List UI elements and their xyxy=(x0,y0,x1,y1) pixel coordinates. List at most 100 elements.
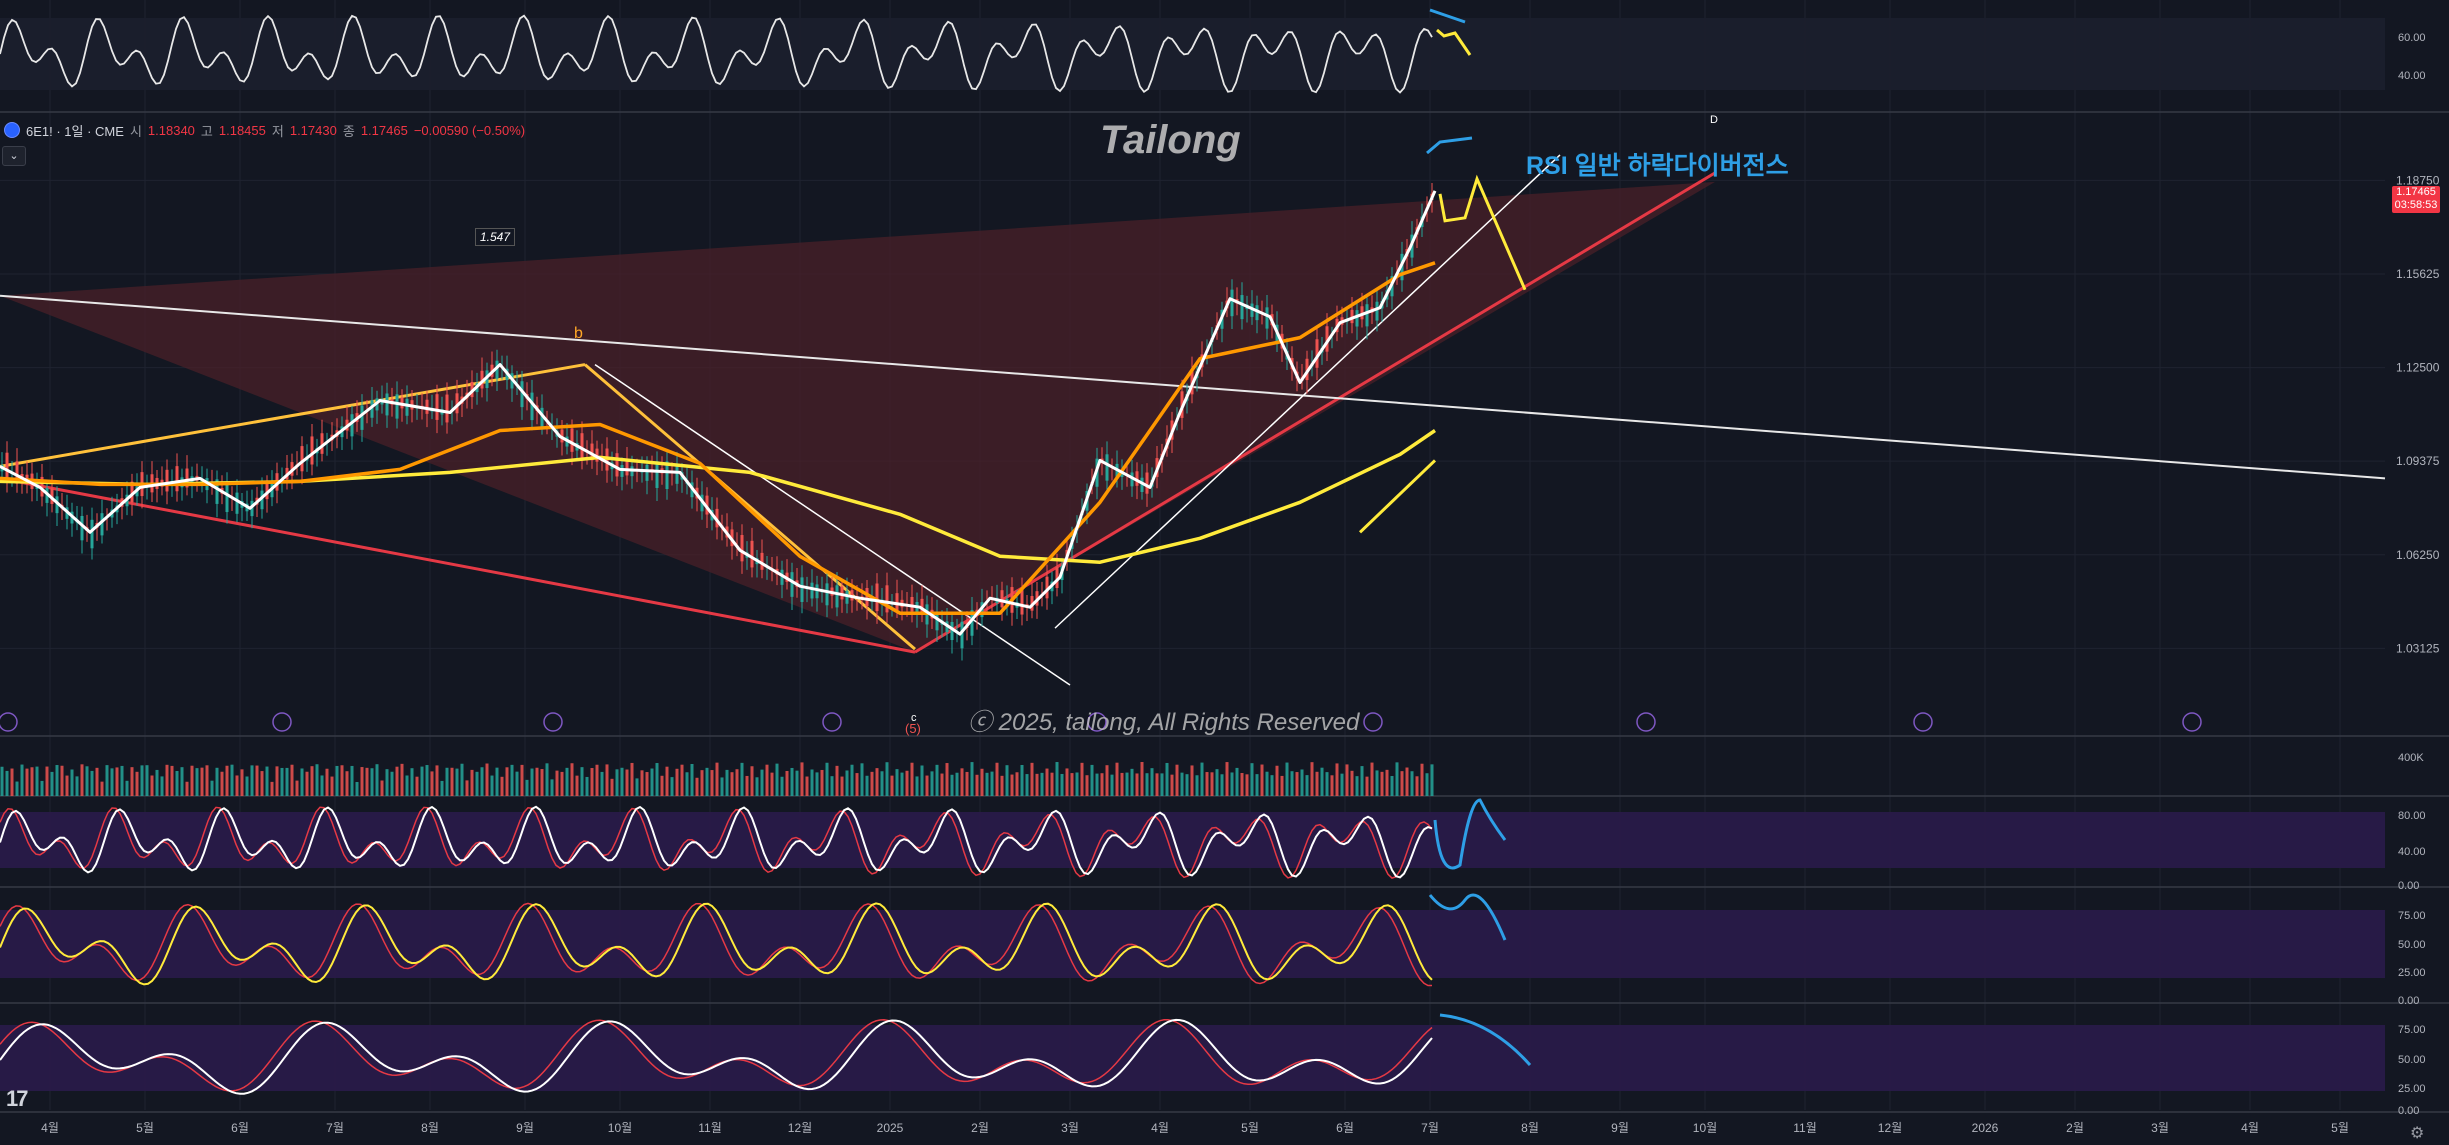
volume-bar xyxy=(1030,762,1034,796)
candle-body xyxy=(1360,306,1364,320)
candle-body xyxy=(1020,590,1024,615)
volume-bar xyxy=(1010,774,1014,796)
price-panel[interactable]: b c(5) D xyxy=(0,114,2386,736)
volume-bar xyxy=(680,764,684,796)
candle-body xyxy=(350,414,354,437)
indicator-tick-label: 80.00 xyxy=(2398,810,2426,822)
volume-bar xyxy=(875,768,879,796)
volume-bar xyxy=(310,766,314,796)
volume-bar xyxy=(1175,764,1179,796)
candle-body xyxy=(815,584,819,599)
volume-bar xyxy=(65,775,69,796)
last-price-value: 1.17465 xyxy=(2396,186,2436,198)
volume-bar xyxy=(1225,762,1229,796)
time-tick-label: 12월 xyxy=(1878,1121,1902,1135)
stoch-signal xyxy=(0,902,1432,987)
chevron-down-icon[interactable]: ⌄ xyxy=(2,146,26,166)
candle-body xyxy=(885,585,889,613)
volume-bar xyxy=(600,771,604,796)
time-tick-label: 7월 xyxy=(1421,1121,1439,1135)
candle-body xyxy=(590,443,594,461)
time-tick-label: 10월 xyxy=(608,1121,632,1135)
candle-body xyxy=(455,393,459,414)
volume-bar xyxy=(955,772,959,796)
volume-bar xyxy=(690,763,694,796)
volume-bar xyxy=(915,776,919,796)
volume-bar xyxy=(250,765,254,796)
time-axis[interactable]: 4월 5월 6월 7월 8월 9월 10월 11월 12월 2025 2월 3월 4월 5월 6월 7월 8월 9… xyxy=(41,1121,2349,1135)
volume-bar xyxy=(350,765,354,796)
volume-bar xyxy=(1265,771,1269,796)
rsi-divergence-note: RSI 일반 하락다이버전스 xyxy=(1526,152,1789,180)
volume-bar xyxy=(800,762,804,796)
volume-bar xyxy=(710,770,714,796)
rsi-band xyxy=(0,812,2385,868)
candle-body xyxy=(840,586,844,600)
price-tick-label: 1.03125 xyxy=(2396,641,2440,655)
gear-icon[interactable]: ⚙ xyxy=(2410,1125,2425,1142)
candle-body xyxy=(835,585,839,608)
indicator-tick-label: 50.00 xyxy=(2398,1054,2426,1066)
candle-body xyxy=(90,519,94,549)
candle-body xyxy=(1230,289,1234,317)
volume-bar xyxy=(380,780,384,796)
close-label: 종 xyxy=(342,123,355,139)
time-tick-label: 12월 xyxy=(788,1121,812,1135)
volume-bar xyxy=(1025,774,1029,796)
candle-body xyxy=(950,621,954,641)
indicator-tick-label: 50.00 xyxy=(2398,939,2426,951)
volume-bar xyxy=(1260,764,1264,796)
candle-body xyxy=(310,436,314,465)
volume-bar xyxy=(1250,763,1254,796)
candle-body xyxy=(935,611,939,631)
volume-bar xyxy=(485,763,489,796)
indicator-tick-label: 25.00 xyxy=(2398,967,2426,979)
volume-bar xyxy=(45,766,49,796)
fib-label: 1.547 xyxy=(475,228,516,246)
volume-bar xyxy=(1140,762,1144,796)
change-value: −0.00590 (−0.50%) xyxy=(413,122,526,138)
volume-bar xyxy=(455,768,459,796)
open-value: 1.18340 xyxy=(147,122,195,138)
volume-bar xyxy=(890,775,894,796)
time-tick-label: 2025 xyxy=(877,1121,904,1135)
volume-bar xyxy=(560,771,564,796)
volume-bar xyxy=(655,763,659,796)
time-tick-label: 5월 xyxy=(2331,1121,2349,1135)
candle-body xyxy=(1365,304,1369,327)
volume-bar xyxy=(1035,773,1039,796)
candle-body xyxy=(5,452,9,481)
session-marker-icon xyxy=(543,712,563,732)
candle-body xyxy=(1350,309,1354,324)
price-axis[interactable]: 1.18750 1.15625 1.12500 1.09375 1.06250 1.031… xyxy=(2396,32,2440,1117)
candle-body xyxy=(810,582,814,599)
volume-bar xyxy=(830,776,834,796)
symbol-label[interactable]: 6E1! · 1일 · CME xyxy=(26,123,124,139)
wave-label-b: b xyxy=(574,325,583,342)
volume-bar xyxy=(785,770,789,796)
stoch-annotation xyxy=(1428,893,1507,941)
volume-bar xyxy=(1255,774,1259,796)
volume-bar xyxy=(990,771,994,796)
candle-body xyxy=(300,446,304,472)
volume-bar xyxy=(395,766,399,796)
upper-trendline-red xyxy=(914,171,1716,654)
volume-bar xyxy=(900,772,904,796)
volume-bar xyxy=(200,767,204,796)
candle-body xyxy=(1115,463,1119,480)
volume-bar xyxy=(480,767,484,796)
indicator-tick-label: 60.00 xyxy=(2398,32,2426,44)
volume-bar xyxy=(1420,763,1424,796)
volume-bar xyxy=(595,764,599,796)
candle-body xyxy=(495,360,499,379)
tradingview-logo[interactable]: 17 xyxy=(6,1086,29,1111)
volume-bar xyxy=(55,765,59,796)
volume-bar xyxy=(1360,766,1364,796)
volume-bar xyxy=(975,774,979,796)
volume-bar xyxy=(430,771,434,796)
volume-bar xyxy=(920,765,924,796)
volume-bar xyxy=(60,765,64,796)
time-tick-label: 6월 xyxy=(1336,1121,1354,1135)
volume-bar xyxy=(1145,773,1149,796)
